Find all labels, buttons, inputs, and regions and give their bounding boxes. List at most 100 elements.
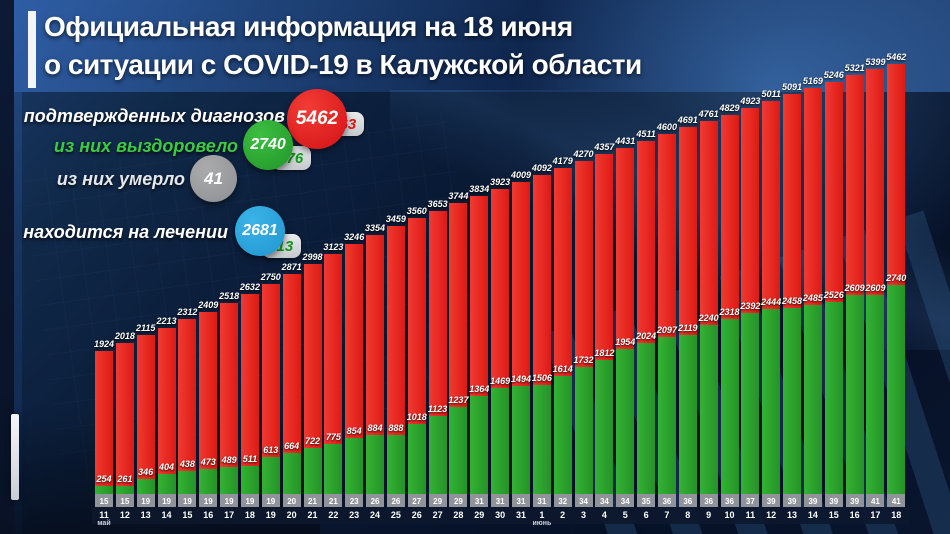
deaths-strip (887, 494, 906, 507)
deaths-strip (345, 494, 364, 507)
total-value-label: 4270 (573, 149, 594, 159)
left-edge-stripe (11, 414, 19, 500)
recovered-value-label: 1123 (427, 404, 448, 414)
deaths-value-label: 35 (641, 497, 651, 506)
total-value-label: 2213 (156, 316, 177, 326)
deaths-value-label: 34 (620, 497, 630, 506)
recovered-segment (762, 309, 781, 507)
date-label: 24 (370, 510, 381, 520)
date-label: 17 (870, 510, 881, 520)
deaths-value-label: 19 (203, 497, 213, 506)
deaths-value-label: 26 (370, 497, 380, 506)
total-value-label: 4511 (636, 129, 656, 139)
total-value-label: 4600 (656, 122, 677, 132)
deaths-strip (699, 494, 718, 507)
recovered-value-label: 888 (388, 423, 404, 433)
bar-column: 4923 2392 37 11 (740, 96, 760, 520)
date-label: 7 (664, 510, 670, 520)
recovered-segment (783, 308, 802, 507)
recovered-segment (491, 388, 510, 507)
recovered-label: из них выздоровело (54, 136, 238, 156)
bar-column: 4761 2240 36 9 (699, 109, 719, 520)
deaths-value-label: 15 (120, 497, 130, 506)
total-value-label: 4761 (698, 109, 719, 119)
recovered-segment (741, 313, 760, 507)
bar-column: 4270 1732 34 3 (574, 149, 594, 520)
bar-column: 4829 2318 36 10 (719, 103, 739, 520)
deaths-value-label: 20 (287, 497, 297, 506)
date-label: 15 (828, 510, 839, 520)
recovered-value-label: 1018 (406, 412, 427, 422)
deaths-value-label: 39 (787, 497, 797, 506)
total-value-label: 4691 (677, 115, 698, 125)
recovered-segment (699, 325, 718, 507)
bar-column: 2213 404 19 14 (157, 316, 177, 520)
recovered-value-label: 1954 (615, 337, 636, 347)
recovered-value-label: 2740 (886, 273, 907, 283)
deaths-value-label: 19 (162, 497, 171, 506)
deaths-value-label: 21 (328, 497, 338, 506)
confirmed-segment (324, 254, 343, 507)
total-value-label: 3744 (448, 191, 469, 201)
recovered-segment (386, 435, 405, 507)
total-value-label: 2998 (302, 252, 323, 262)
date-label: 23 (349, 510, 360, 520)
recovered-value-label: 1237 (448, 395, 469, 405)
recovered-segment (345, 438, 364, 507)
deaths-value-label: 19 (245, 497, 255, 506)
recovered-value-label: 1614 (552, 364, 573, 374)
total-value-label: 2409 (198, 300, 219, 310)
recovered-value-label: 1732 (573, 355, 594, 365)
recovered-segment (887, 285, 906, 507)
deaths-value: 41 (204, 168, 223, 188)
date-label: 14 (807, 510, 818, 520)
deaths-strip (449, 494, 468, 507)
total-value-label: 3653 (427, 199, 448, 209)
recovered-segment (657, 337, 676, 507)
deaths-value-label: 27 (412, 497, 422, 506)
bar-column: 2518 489 19 17 (219, 291, 239, 520)
total-value-label: 5462 (886, 52, 907, 62)
bar-column: 3744 1237 29 28 (448, 191, 468, 520)
date-label: 6 (643, 510, 649, 520)
left-edge-column (0, 0, 14, 534)
deaths-strip (386, 494, 405, 507)
deaths-strip (803, 494, 822, 507)
deaths-value-label: 23 (349, 497, 359, 506)
date-label: 5 (622, 510, 628, 520)
total-value-label: 4829 (719, 103, 740, 113)
bar-column: 3560 1018 27 26 (407, 206, 427, 520)
total-value-label: 3560 (406, 206, 427, 216)
deaths-strip (762, 494, 781, 507)
recovered-segment (532, 385, 551, 507)
date-label: 26 (411, 510, 422, 520)
deaths-value-label: 41 (891, 497, 901, 506)
recovered-segment (512, 386, 530, 507)
total-value-label: 3354 (365, 223, 386, 233)
deaths-value-label: 39 (808, 497, 818, 506)
bar-column: 3923 1469 31 30 (490, 177, 510, 520)
deaths-value-label: 39 (766, 497, 776, 506)
total-value-label: 4179 (552, 156, 573, 166)
date-label: 30 (495, 510, 506, 520)
total-value-label: 4357 (594, 142, 615, 152)
recovered-segment (574, 367, 593, 507)
total-value-label: 3923 (490, 177, 511, 187)
recovered-value-label: 1469 (490, 376, 511, 386)
recovered-segment (428, 416, 447, 507)
deaths-strip (553, 494, 572, 507)
bar-column: 5011 2444 39 12 (761, 89, 781, 520)
deaths-count-circle: 41 (190, 155, 237, 202)
total-value-label: 3246 (344, 232, 365, 242)
bar-column: 4600 2097 36 7 (657, 122, 677, 520)
deaths-strip (366, 494, 385, 507)
recovered-value-label: 2458 (782, 296, 803, 306)
date-label: 11 (745, 510, 756, 520)
recovered-value: 2740 (250, 136, 286, 153)
bar-column: 5169 2485 39 14 (803, 76, 823, 520)
bar-column: 4092 1506 31 1 июнь (532, 163, 552, 527)
title-accent-bar (28, 11, 36, 88)
deaths-value-label: 19 (182, 497, 192, 506)
date-label: 2 (560, 510, 566, 520)
